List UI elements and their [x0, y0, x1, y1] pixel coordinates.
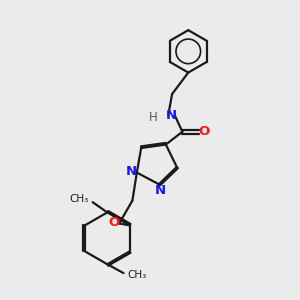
Text: N: N — [125, 165, 136, 178]
Text: CH₃: CH₃ — [69, 194, 88, 204]
Text: N: N — [166, 109, 177, 122]
Text: O: O — [108, 216, 119, 230]
Text: H: H — [148, 111, 157, 124]
Text: O: O — [198, 125, 209, 138]
Text: N: N — [155, 184, 166, 197]
Text: CH₃: CH₃ — [127, 269, 146, 280]
